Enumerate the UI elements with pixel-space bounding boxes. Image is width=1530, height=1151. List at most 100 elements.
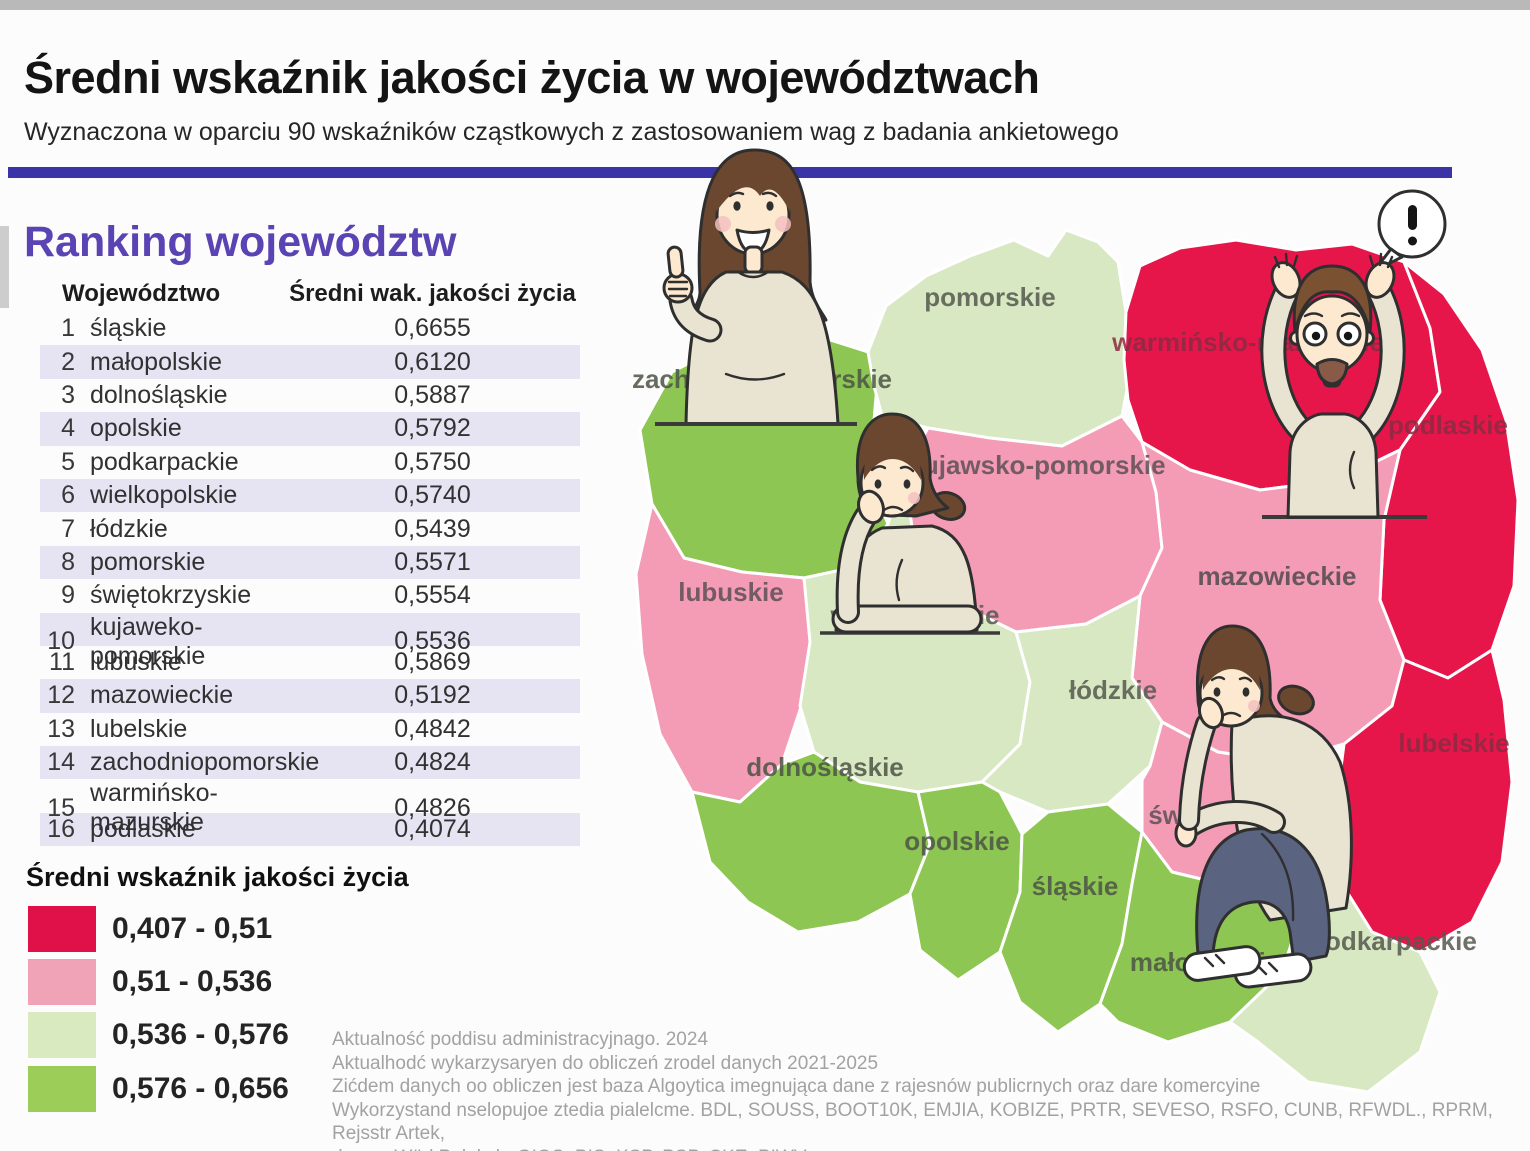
table-row: 8 pomorskie 0,5571 <box>40 545 580 580</box>
blush <box>1248 700 1260 712</box>
top-gray-strip <box>0 0 1530 10</box>
arm-up <box>1181 716 1214 828</box>
panicked-man-exclamation-illustration <box>1260 189 1447 519</box>
legend-swatch-green <box>28 1066 96 1112</box>
shirt <box>1286 412 1380 519</box>
hand <box>1364 261 1396 299</box>
bangs <box>1203 642 1260 690</box>
worried-eyebrow <box>1340 312 1361 318</box>
jeans-legs <box>1195 827 1331 964</box>
blush <box>715 216 731 232</box>
table-row: 10 kujaweko-pomorskie 0,5536 <box>40 612 580 670</box>
frown-mouth <box>882 505 904 512</box>
pupil <box>1311 331 1321 341</box>
collar <box>736 270 770 279</box>
table-row: 7 łódzkie 0,5439 <box>61 514 471 543</box>
table-row: 15 warmińsko-mazurskie 0,4826 <box>47 779 471 837</box>
arm <box>838 507 875 621</box>
worried-woman-chin-on-hand-illustration <box>820 412 1000 635</box>
table-row: 5 podkarpackie 0,5750 <box>61 447 471 476</box>
table-row: 9 świętokrzyskie 0,5554 <box>61 581 471 610</box>
bangs <box>864 432 921 480</box>
column-header-value: Średni wak. jakości życia <box>289 280 576 307</box>
page-title: Średni wskaźnik jakości życia w wojewódz… <box>24 52 1040 103</box>
legend-swatch-red <box>28 906 96 952</box>
table-row: 2 małopolskie 0,6120 <box>40 345 580 379</box>
left-gray-notch <box>0 226 9 308</box>
eye <box>733 201 741 211</box>
label-kujawsko-pomorskie: kujawsko-pomorskie <box>908 450 1165 480</box>
legend-item: 0,407 - 0,51 <box>28 906 272 952</box>
worried-eyebrow <box>1303 312 1324 318</box>
table-row: 11 lubuskie 0,5869 <box>49 648 471 677</box>
footnote-line: Aktualność poddisu administracyjnago. 20… <box>332 1029 709 1050</box>
resting-forearm <box>831 604 983 634</box>
label-podlaskie: podlaskie <box>1388 410 1508 440</box>
eye <box>766 201 774 211</box>
sad-eyebrow <box>1210 676 1226 682</box>
hand-on-cheek <box>857 489 885 525</box>
eye <box>903 479 911 489</box>
table-row: 1 śląskie 0,6655 <box>61 314 471 343</box>
blush <box>908 492 920 504</box>
shirt-wrinkle <box>1348 450 1356 490</box>
sweater <box>684 270 840 426</box>
raised-arm <box>1263 281 1313 442</box>
legend-item: 0,536 - 0,576 <box>28 1012 289 1058</box>
label-dolnoslaskie: dolnośląskie <box>746 752 904 782</box>
eyebrow <box>728 191 745 198</box>
eyebrow <box>761 191 778 198</box>
happy-woman-thumbs-up-illustration <box>655 148 857 426</box>
legend-range-label: 0,576 - 0,656 <box>112 1072 289 1105</box>
table-row: 3 dolnośląskie 0,5887 <box>61 380 471 409</box>
legend-range-label: 0,407 - 0,51 <box>112 912 273 945</box>
smiling-mouth <box>735 228 771 255</box>
label-lubuskie: lubuskie <box>678 577 783 607</box>
footnotes: Aktualność poddisu administracyjnago. 20… <box>332 1028 1522 1151</box>
pupil <box>1343 331 1353 341</box>
legend-range-label: 0,536 - 0,576 <box>112 1018 289 1051</box>
hand-on-cheek <box>1197 696 1225 730</box>
column-header-voivodeship: Województwo <box>62 280 221 307</box>
legend-title: Średni wskaźnik jakości życia <box>26 862 409 892</box>
label-mazowieckie: mazowieckie <box>1198 561 1357 591</box>
sad-eyebrow <box>870 465 887 472</box>
footnote-line: Wykorzystand nselopujoe ztedia pialelcme… <box>332 1099 1493 1145</box>
belly-crease <box>724 372 786 381</box>
page-subtitle: Wyznaczona w oparciu 90 wskaźników cząst… <box>24 118 1119 146</box>
thumb-up <box>666 245 685 279</box>
region-pomorskie <box>866 228 1134 448</box>
neck <box>743 245 764 275</box>
label-lodzkie: łódzkie <box>1069 675 1157 705</box>
hair <box>1292 264 1373 334</box>
knee-line <box>1260 832 1295 922</box>
sad-woman-hugging-knees-illustration <box>1174 624 1353 989</box>
table-row: 16 podlaskie 0,4074 <box>40 812 580 847</box>
label-podkarpackie: podkarpackie <box>1309 926 1477 956</box>
sneaker <box>1182 945 1262 982</box>
sad-eyebrow <box>1238 676 1253 683</box>
legend-swatch-pink <box>28 959 96 1005</box>
sweater-crease <box>895 558 904 602</box>
knuckles <box>667 280 689 298</box>
table-header-row: Województwo Średni wak. jakości życia <box>40 276 580 312</box>
label-lubelskie: lubelskie <box>1398 728 1509 758</box>
table-row: 4 opolskie 0,5792 <box>40 412 580 446</box>
open-frown-mouth <box>1315 358 1349 386</box>
ranking-heading: Ranking województw <box>24 218 457 266</box>
fingers <box>1368 252 1394 269</box>
table-row: 12 mazowieckie 0,5192 <box>40 679 580 713</box>
legend-range-label: 0,51 - 0,536 <box>112 965 273 998</box>
bangs <box>716 160 790 212</box>
ponytail <box>1277 684 1315 716</box>
eye <box>874 479 882 489</box>
legend-item: 0,576 - 0,656 <box>28 1066 289 1112</box>
label-slaskie: śląskie <box>1032 871 1119 901</box>
table-row: 13 lubelskie 0,4842 <box>47 714 471 743</box>
shoe-laces <box>1203 953 1279 976</box>
legend-item: 0,51 - 0,536 <box>28 959 272 1005</box>
table-row: 14 zachodniopomorskie 0,4824 <box>40 746 580 780</box>
